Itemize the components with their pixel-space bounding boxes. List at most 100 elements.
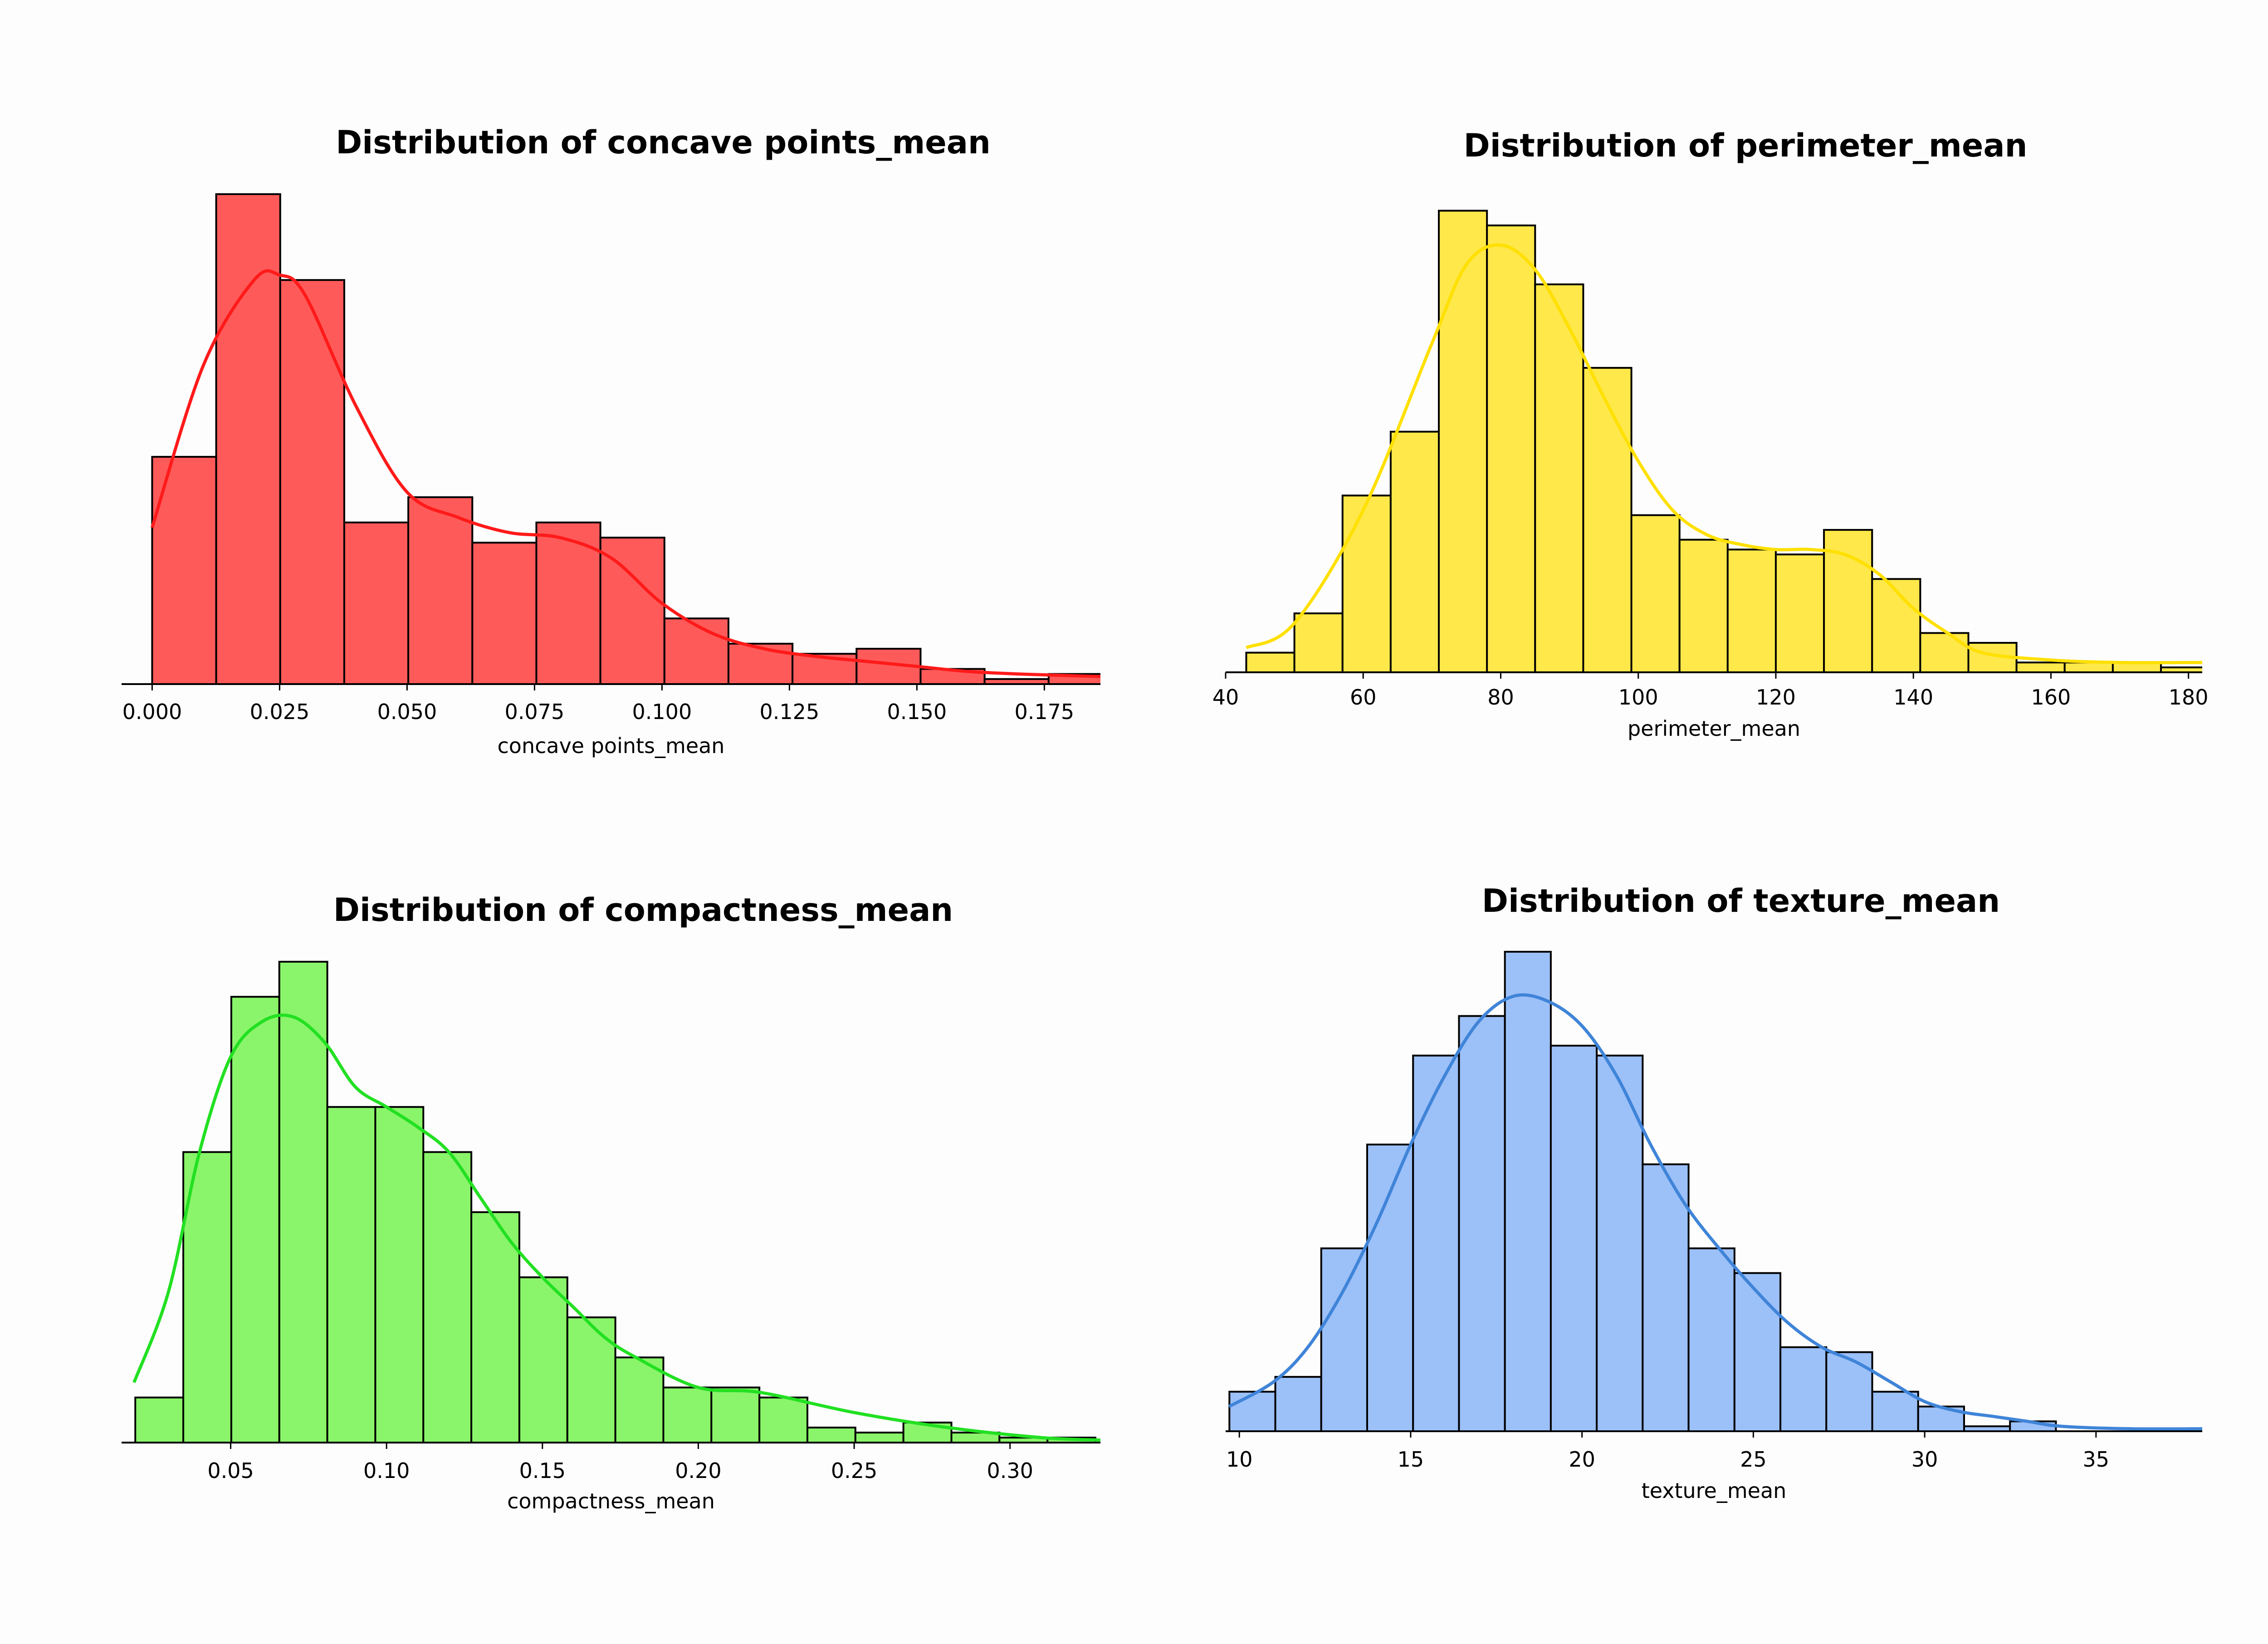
x-tick-label: 0.25 xyxy=(831,1458,877,1483)
histogram-bar xyxy=(374,1106,425,1443)
kde-line xyxy=(1228,993,2202,1431)
histogram-bar xyxy=(599,537,665,684)
histogram-bar xyxy=(326,1106,376,1443)
x-tick-label: 35 xyxy=(2083,1447,2110,1472)
histogram-bar xyxy=(663,617,729,684)
x-axis-label: concave points_mean xyxy=(498,734,725,758)
histogram-bar xyxy=(215,193,281,684)
x-tick-label: 0.175 xyxy=(1015,700,1075,724)
x-tick-label: 0.000 xyxy=(122,700,182,724)
histogram-bar xyxy=(1919,632,1970,672)
histogram-bar xyxy=(1733,1272,1782,1431)
x-tick-label: 15 xyxy=(1398,1447,1424,1472)
histogram-bar xyxy=(1779,1346,1828,1431)
kde-line xyxy=(151,269,1100,678)
histogram-bar xyxy=(182,1151,232,1443)
histogram-bar xyxy=(806,1426,856,1443)
histogram-bar xyxy=(1678,538,1729,672)
x-tick-label: 0.125 xyxy=(760,700,820,724)
histogram-bar xyxy=(1825,1351,1873,1431)
chart-title: Distribution of perimeter_mean xyxy=(1464,127,2028,164)
histogram-bar xyxy=(1366,1143,1414,1431)
histogram-bar xyxy=(1245,651,1295,672)
chart-1: 0.000 0.025 0.050 0.075 0.100 0.125 0.150 0.175… xyxy=(122,124,1100,758)
x-tick-label: 160 xyxy=(2031,685,2071,709)
histogram-bar xyxy=(1871,1390,1919,1431)
histogram-bar xyxy=(279,279,345,684)
x-tick-label: 0.30 xyxy=(987,1458,1033,1483)
x-tick-label: 60 xyxy=(1350,685,1377,709)
plot-area xyxy=(1228,951,2202,1431)
histogram-bar xyxy=(1389,431,1440,672)
x-tick-label: 140 xyxy=(1893,685,1933,709)
x-tick-label: 0.05 xyxy=(207,1458,254,1483)
histogram-bar xyxy=(662,1386,713,1443)
histogram-bar xyxy=(1320,1247,1368,1431)
x-tick-label: 0.100 xyxy=(632,700,692,724)
histogram-bar xyxy=(1504,951,1552,1431)
histogram-bar xyxy=(1726,548,1777,672)
histogram-bar xyxy=(1582,367,1633,672)
x-tick-label: 0.075 xyxy=(505,700,565,724)
histogram-bar xyxy=(566,1316,616,1443)
histogram-bar xyxy=(278,961,328,1443)
histogram-bar xyxy=(1486,224,1536,672)
chart-4: 10 15 20 25 30 35 Distribution of texture_mean… xyxy=(1226,882,2202,1503)
histogram-bar xyxy=(1458,1015,1506,1431)
x-tick-label: 30 xyxy=(1911,1447,1938,1472)
histogram-bar xyxy=(758,1396,808,1443)
x-axis-label: texture_mean xyxy=(1642,1478,1787,1503)
chart-title: Distribution of concave points_mean xyxy=(336,124,991,161)
plot-area xyxy=(151,193,1100,684)
x-tick-label: 80 xyxy=(1487,685,1514,709)
histogram-bar xyxy=(1228,1390,1276,1431)
histogram-bar xyxy=(518,1276,568,1443)
histogram-bar xyxy=(470,1211,520,1443)
plot-area xyxy=(1245,210,2202,672)
chart-title: Distribution of compactness_mean xyxy=(333,891,953,929)
histogram-bar xyxy=(854,1431,904,1443)
x-tick-label: 0.050 xyxy=(377,700,437,724)
kde-line xyxy=(132,1013,1100,1442)
x-axis-label: perimeter_mean xyxy=(1628,716,1800,741)
x-tick-label: 0.025 xyxy=(250,700,310,724)
x-tick-label: 100 xyxy=(1618,685,1658,709)
x-tick-label: 25 xyxy=(1740,1447,1767,1472)
histogram-bar xyxy=(2015,661,2066,672)
histogram-bar xyxy=(1687,1247,1735,1431)
kde-line xyxy=(1245,243,2202,665)
plot-area xyxy=(132,961,1100,1443)
histogram-bar xyxy=(2160,666,2202,672)
histogram-bar xyxy=(1871,578,1921,672)
histogram-bar xyxy=(710,1386,761,1443)
histogram-bar xyxy=(230,996,280,1443)
histogram-bar xyxy=(614,1356,665,1443)
x-tick-label: 0.15 xyxy=(519,1458,566,1483)
x-tick-label: 10 xyxy=(1226,1447,1253,1472)
histogram-bar xyxy=(727,642,794,684)
histogram-bar xyxy=(407,496,474,684)
histogram-bar xyxy=(1293,612,1344,672)
histogram-bar xyxy=(1630,514,1681,672)
histogram-bar xyxy=(343,521,410,684)
x-tick-label: 0.150 xyxy=(887,700,947,724)
histogram-bar xyxy=(1642,1163,1690,1431)
chart-2: 40 60 80 100 120 140 160 180 Distribution of per… xyxy=(1212,127,2209,741)
histogram-bar xyxy=(1438,210,1488,672)
histogram-bar xyxy=(1274,1376,1322,1431)
x-tick-label: 0.10 xyxy=(363,1458,410,1483)
histogram-bar xyxy=(1341,494,1392,672)
x-tick-label: 0.20 xyxy=(675,1458,721,1483)
x-tick-label: 180 xyxy=(2169,685,2209,709)
histogram-bar xyxy=(535,521,601,684)
x-tick-label: 40 xyxy=(1212,685,1239,709)
histogram-bar xyxy=(1596,1054,1644,1431)
histogram-bar xyxy=(2063,661,2114,672)
chart-3: 0.05 0.10 0.15 0.20 0.25 0.30 Distribution of … xyxy=(122,891,1100,1513)
histogram-bar xyxy=(1774,553,1825,672)
x-tick-label: 20 xyxy=(1569,1447,1595,1472)
x-tick-label: 120 xyxy=(1756,685,1796,709)
x-axis-label: compactness_mean xyxy=(507,1489,715,1513)
